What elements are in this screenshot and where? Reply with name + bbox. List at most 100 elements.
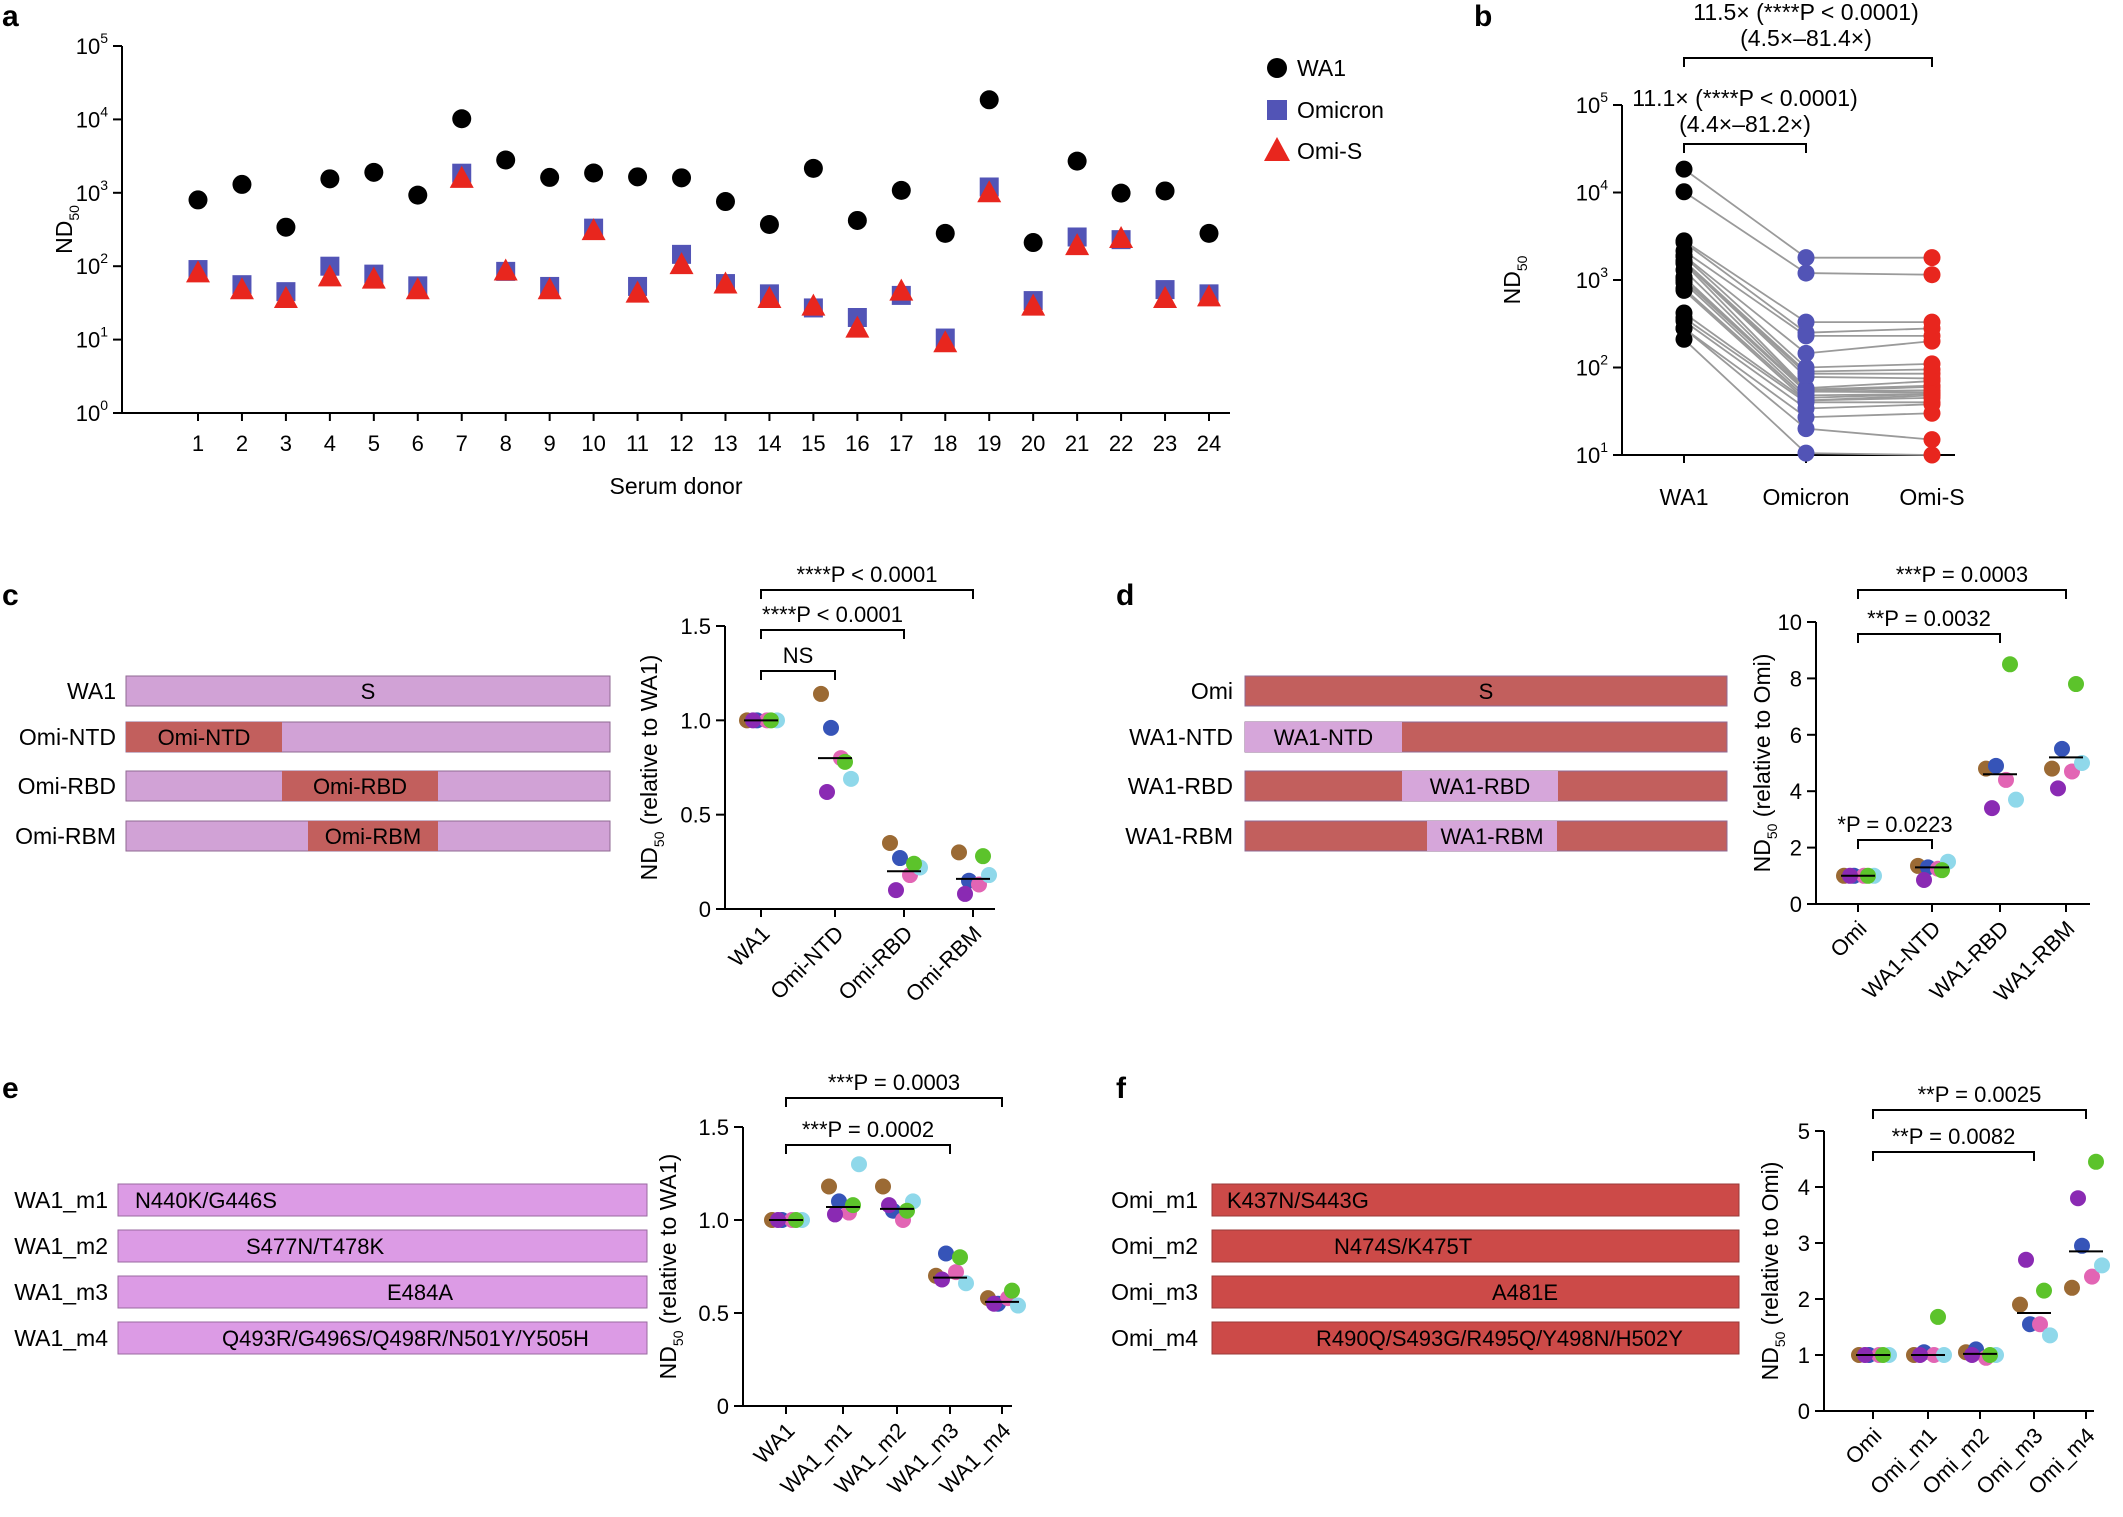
construct-segment-text: WA1-NTD	[1274, 725, 1373, 750]
replicate-point	[2044, 760, 2060, 777]
x-tick-label: 2	[236, 431, 248, 456]
replicate-point	[2012, 1296, 2028, 1313]
construct-label: WA1_m1	[14, 1187, 108, 1213]
significance-bracket-label: NS	[783, 643, 814, 668]
replicate-point	[952, 1249, 968, 1266]
bracket-wa1-omicron	[1683, 143, 1807, 153]
x-tick-label: 7	[456, 431, 468, 456]
x-tick-label: Omi	[1840, 1423, 1886, 1469]
bracket-wa1-omicron-label: 11.1× (****P < 0.0001)	[1632, 85, 1858, 111]
wa1-point	[1111, 183, 1131, 203]
wa1-point	[188, 190, 208, 210]
x-tick-label: Omi-S	[1899, 484, 1964, 510]
y-tick-label: 105	[76, 30, 108, 59]
y-tick-label: 0	[1798, 1399, 1810, 1424]
construct-label: Omi_m3	[1111, 1279, 1198, 1305]
omi-s-point	[186, 260, 210, 283]
replicate-point	[843, 770, 859, 787]
y-axis-label: ND50 (relative to WA1)	[655, 1154, 686, 1380]
x-tick-label: 12	[669, 431, 693, 456]
panel-b: b 101 102 103 104 105 WA1 Omicron Omi-S ND50 11.5×…	[1474, 0, 1965, 510]
wa1-point	[1199, 223, 1219, 243]
wa1-point	[584, 163, 604, 183]
wa1-point	[628, 167, 648, 187]
construct-center-text: S	[1479, 679, 1494, 704]
omi-s-point	[1153, 286, 1178, 309]
replicate-point	[2084, 1268, 2100, 1285]
y-tick-label: 101	[1576, 439, 1608, 468]
y-tick-label: 4	[1798, 1175, 1810, 1200]
y-axis-label: ND50	[51, 205, 82, 254]
mutation-text: R490Q/S493G/R495Q/Y498N/H502Y	[1316, 1326, 1683, 1351]
y-tick-label: 4	[1790, 779, 1802, 804]
y-axis-label: ND50 (relative to WA1)	[636, 655, 667, 881]
significance-bracket	[1857, 633, 2001, 643]
replicate-point	[2074, 1237, 2090, 1254]
donor-point	[1797, 327, 1815, 345]
replicate-point	[2094, 1257, 2110, 1274]
replicate-point	[845, 1197, 861, 1214]
x-tick-label: 17	[889, 431, 913, 456]
replicate-point	[821, 1178, 837, 1195]
replicate-point	[823, 719, 839, 736]
y-tick-label: 103	[76, 177, 108, 206]
y-tick-label: 103	[1576, 264, 1608, 293]
replicate-point	[986, 1295, 1002, 1312]
donor-point	[1675, 330, 1693, 348]
legend-marker-wa1	[1267, 58, 1287, 78]
y-tick-label: 0.5	[698, 1301, 729, 1326]
replicate-point	[882, 834, 898, 851]
donor-point	[1923, 266, 1941, 284]
omi-s-point	[845, 315, 870, 338]
y-tick-label: 105	[1576, 89, 1608, 118]
panel-label-c: c	[2, 579, 19, 612]
y-tick-label: 1.0	[698, 1208, 729, 1233]
replicate-point	[934, 1271, 950, 1288]
panel-c: c WA1 S Omi-NTD Omi-NTD Omi-RBD Omi-RBD Omi-RBM…	[2, 562, 997, 1007]
x-axis-label: Serum donor	[610, 473, 743, 499]
construct-label: WA1_m3	[14, 1279, 108, 1305]
construct-label: WA1-NTD	[1129, 724, 1233, 750]
donor-line	[1683, 168, 1932, 259]
omi-s-point	[537, 277, 562, 300]
significance-bracket-label: *P = 0.0223	[1837, 812, 1952, 837]
panel-label-b: b	[1474, 0, 1492, 33]
replicate-point	[948, 1264, 964, 1281]
omi-s-point	[405, 277, 430, 300]
construct-label: Omi-RBM	[15, 823, 116, 849]
donor-point	[1797, 344, 1815, 362]
bracket-wa1-omicron-ci: (4.4×–81.2×)	[1679, 111, 1811, 137]
construct-label: WA1-RBM	[1125, 823, 1233, 849]
replicate-point	[827, 1206, 843, 1223]
omi-s-point	[933, 330, 958, 353]
replicate-point	[1988, 757, 2004, 774]
significance-bracket	[1857, 839, 1933, 849]
panel-f: f Omi_m1 K437N/S443G Omi_m2 N474S/K475T Omi_m…	[1111, 1072, 2110, 1499]
panel-label-e: e	[2, 1072, 19, 1105]
x-tick-label: 24	[1197, 431, 1221, 456]
wa1-point	[496, 150, 516, 170]
replicate-point	[881, 1197, 897, 1214]
donor-point	[1675, 160, 1693, 178]
significance-bracket-label: ****P < 0.0001	[797, 562, 938, 587]
replicate-point	[981, 867, 997, 884]
construct-segment	[1245, 722, 1402, 752]
omi-s-point	[229, 277, 254, 300]
donor-point	[1923, 431, 1941, 449]
construct-bar	[1211, 1321, 1740, 1355]
mutation-text: Q493R/G496S/Q498R/N501Y/Y505H	[222, 1326, 589, 1351]
significance-bracket-label: **P = 0.0032	[1867, 606, 1991, 631]
mutation-text: N440K/G446S	[135, 1188, 277, 1213]
replicate-point	[831, 1193, 847, 1210]
construct-label: Omi_m2	[1111, 1233, 1198, 1259]
y-tick-label: 0.5	[680, 803, 711, 828]
omi-s-point	[1197, 284, 1221, 307]
donor-point	[1797, 264, 1815, 282]
y-tick-label: 102	[1576, 352, 1608, 381]
replicate-point	[1930, 1308, 1946, 1325]
x-tick-label: 8	[500, 431, 512, 456]
omi-s-point	[801, 293, 826, 316]
y-tick-label: 102	[76, 250, 108, 279]
